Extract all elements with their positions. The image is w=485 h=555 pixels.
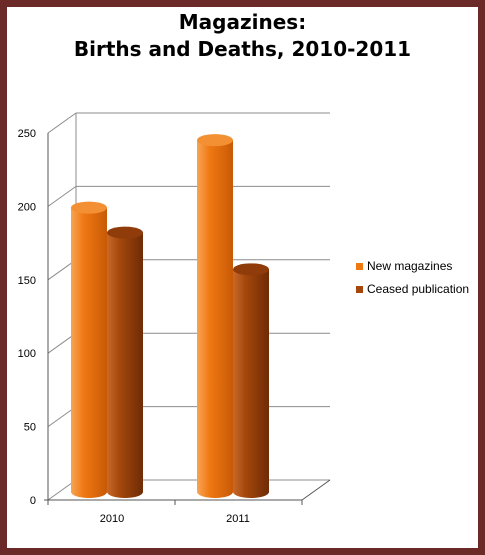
gridline-side-250 <box>47 112 77 134</box>
x-tick-label-2010: 2010 <box>100 513 124 525</box>
bar-top <box>197 134 233 147</box>
bar-new-magazines-2010 <box>71 201 107 498</box>
bar-body <box>107 232 143 498</box>
chart-title-line-2: Births and Deaths, 2010-2011 <box>73 37 412 61</box>
legend-label-new-magazines: New magazines <box>367 259 453 273</box>
bar-body <box>71 207 107 498</box>
bar-top <box>71 201 107 214</box>
bar-body <box>233 269 269 498</box>
legend-swatch-new-magazines <box>356 262 363 270</box>
y-tick-label-150: 150 <box>18 275 36 287</box>
bar-new-magazines-2011 <box>197 134 233 498</box>
bar-body <box>197 140 233 498</box>
bar-ceased-publication-2010 <box>107 226 143 498</box>
legend-swatch-ceased-publication <box>356 285 363 293</box>
bar-top <box>107 226 143 239</box>
chart-title-line-1: Magazines: <box>178 10 307 34</box>
y-tick-label-100: 100 <box>18 348 36 360</box>
y-tick-label-50: 50 <box>24 422 36 434</box>
chart-title: Magazines: Births and Deaths, 2010-2011 <box>0 9 485 63</box>
gridline-side-200 <box>47 185 77 207</box>
x-tick-label-2011: 2011 <box>226 513 250 525</box>
floor-right-edge <box>301 479 331 501</box>
legend-item-ceased-publication: Ceased publication <box>356 281 469 297</box>
legend-label-ceased-publication: Ceased publication <box>367 282 470 296</box>
y-tick-label-250: 250 <box>18 128 36 140</box>
legend-item-new-magazines: New magazines <box>356 258 469 274</box>
y-tick-label-200: 200 <box>18 201 36 213</box>
chart-legend: New magazines Ceased publication <box>356 258 469 304</box>
bar-ceased-publication-2011 <box>233 263 269 498</box>
y-tick-label-0: 0 <box>30 495 36 507</box>
bar-top <box>233 263 269 276</box>
